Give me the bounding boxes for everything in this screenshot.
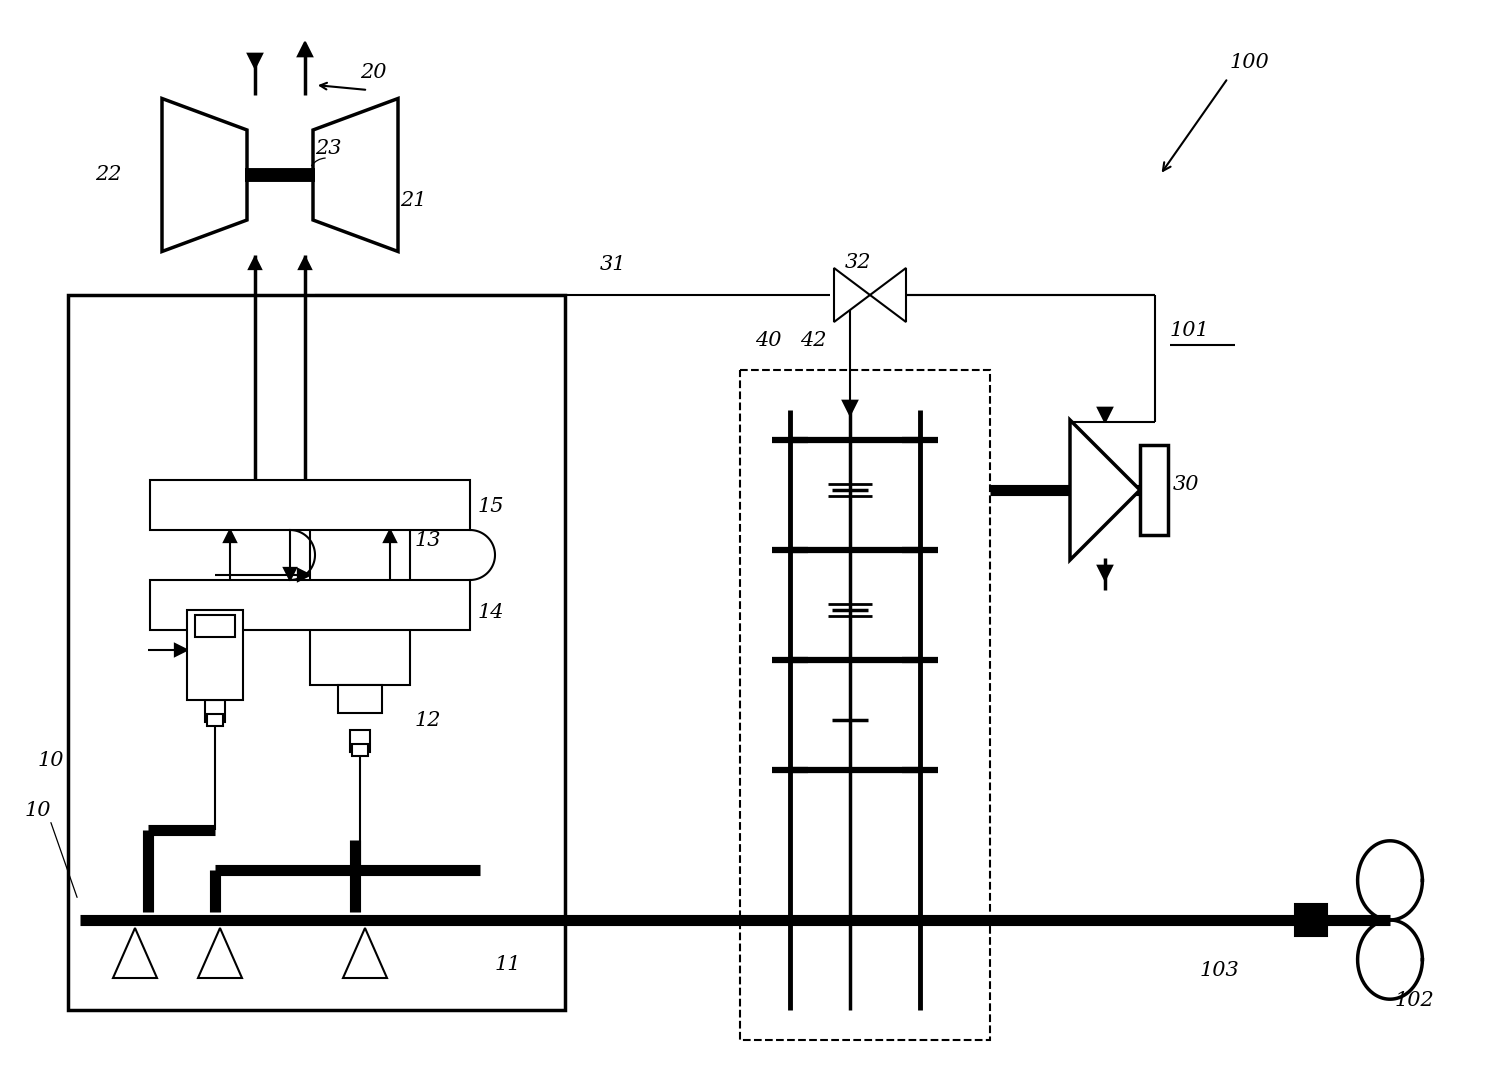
Text: 32: 32 bbox=[846, 253, 871, 272]
Polygon shape bbox=[383, 530, 397, 542]
Bar bbox=[311, 500, 410, 685]
Polygon shape bbox=[299, 257, 311, 269]
Polygon shape bbox=[1098, 408, 1112, 422]
Text: 31: 31 bbox=[600, 256, 627, 274]
Text: 13: 13 bbox=[415, 530, 441, 549]
Text: 11: 11 bbox=[495, 955, 522, 975]
Polygon shape bbox=[869, 268, 906, 322]
Polygon shape bbox=[250, 257, 262, 269]
Polygon shape bbox=[1070, 420, 1140, 560]
Text: 12: 12 bbox=[415, 710, 441, 729]
Polygon shape bbox=[162, 99, 247, 252]
Text: 20: 20 bbox=[360, 62, 386, 81]
Text: 10: 10 bbox=[39, 751, 64, 769]
Text: 40: 40 bbox=[755, 331, 782, 349]
Text: 14: 14 bbox=[478, 603, 505, 621]
Bar bbox=[1294, 904, 1327, 936]
Polygon shape bbox=[343, 927, 386, 978]
Bar bbox=[352, 744, 369, 756]
Bar bbox=[207, 714, 223, 726]
Bar bbox=[740, 369, 990, 1040]
Bar bbox=[337, 685, 382, 713]
Text: 10: 10 bbox=[25, 800, 52, 819]
Text: 15: 15 bbox=[478, 498, 505, 516]
Text: 103: 103 bbox=[1201, 961, 1239, 980]
Bar bbox=[205, 700, 224, 722]
Polygon shape bbox=[284, 568, 296, 580]
Text: 30: 30 bbox=[1172, 476, 1199, 495]
Bar bbox=[150, 480, 470, 530]
Polygon shape bbox=[248, 54, 262, 67]
Polygon shape bbox=[175, 644, 187, 657]
Polygon shape bbox=[297, 569, 311, 582]
Polygon shape bbox=[297, 42, 312, 57]
Text: 42: 42 bbox=[799, 331, 826, 349]
Polygon shape bbox=[198, 927, 242, 978]
Bar bbox=[351, 730, 370, 752]
Bar bbox=[1140, 444, 1168, 536]
Polygon shape bbox=[834, 268, 869, 322]
Text: 23: 23 bbox=[315, 138, 342, 157]
Text: 101: 101 bbox=[1169, 320, 1210, 340]
Bar bbox=[195, 615, 235, 637]
Text: 21: 21 bbox=[400, 191, 426, 210]
Text: 100: 100 bbox=[1230, 52, 1269, 72]
Bar bbox=[68, 295, 565, 1010]
Polygon shape bbox=[224, 530, 236, 542]
Bar bbox=[187, 610, 244, 700]
Polygon shape bbox=[113, 927, 158, 978]
Bar bbox=[150, 580, 470, 630]
Polygon shape bbox=[314, 99, 398, 252]
Text: 102: 102 bbox=[1395, 991, 1435, 1010]
Polygon shape bbox=[1098, 565, 1112, 580]
Text: 22: 22 bbox=[95, 166, 122, 184]
Polygon shape bbox=[843, 401, 857, 414]
